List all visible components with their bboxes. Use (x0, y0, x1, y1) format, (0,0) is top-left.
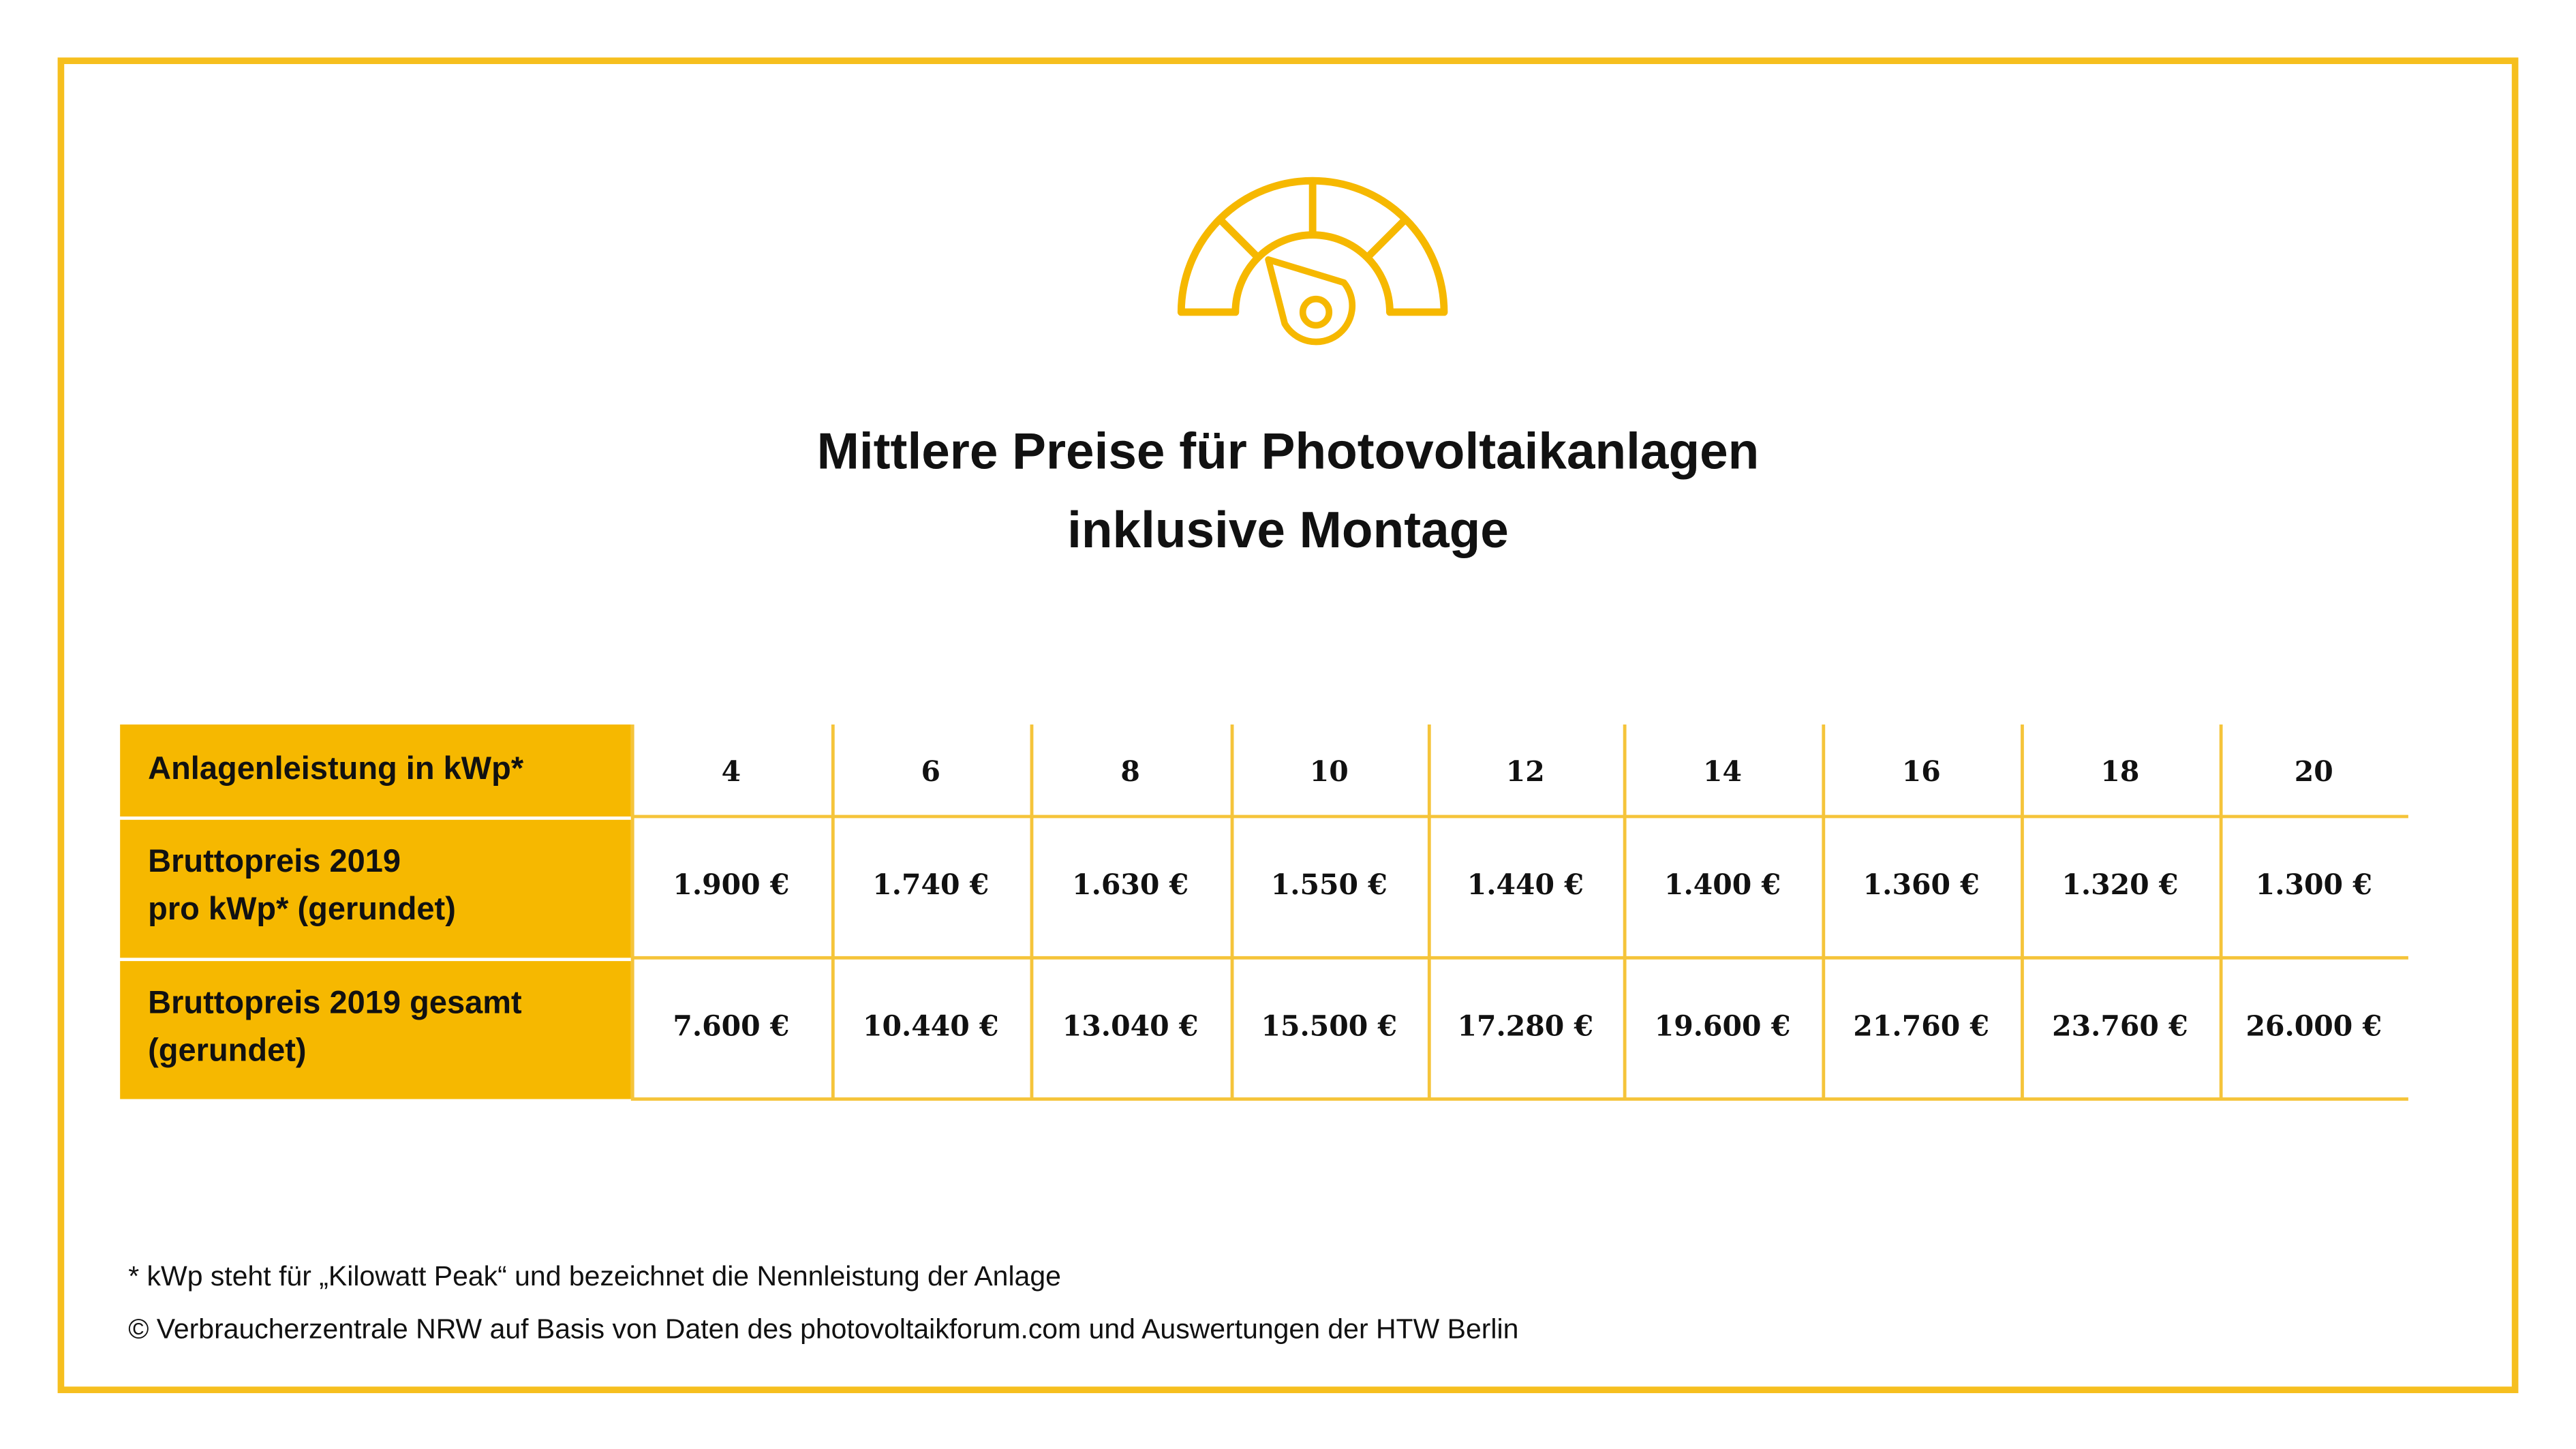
column-header: 18 (2100, 755, 2139, 788)
column-header: 8 (1120, 755, 1140, 788)
price-cell: 26.000 € (2246, 1009, 2382, 1042)
price-cell: 1.400 € (1664, 868, 1781, 901)
column-header: 14 (1703, 755, 1742, 788)
price-cell: 10.440 € (863, 1009, 999, 1042)
row-label: (gerundet) (148, 1031, 306, 1067)
column-header: 10 (1310, 755, 1349, 788)
column-header: 4 (722, 755, 741, 788)
row-label: Bruttopreis 2019 gesamt (148, 983, 522, 1020)
price-cell: 19.600 € (1655, 1009, 1791, 1042)
column-header: 16 (1902, 755, 1941, 788)
price-cell: 21.760 € (1853, 1009, 1989, 1042)
row-label: Anlagenleistung in kWp* (148, 750, 524, 786)
price-cell: 17.280 € (1458, 1009, 1594, 1042)
content: Mittlere Preise für Photovoltaikanlagen i… (120, 422, 2408, 1344)
price-cell: 7.600 € (673, 1009, 789, 1042)
title: Mittlere Preise für Photovoltaikanlagen (817, 422, 1760, 479)
column-header: 6 (921, 755, 940, 788)
footnote: * kWp steht für „Kilowatt Peak“ und beze… (128, 1260, 1061, 1292)
price-cell: 1.900 € (673, 868, 789, 901)
row-label-cell (120, 724, 631, 817)
row-label-cell (120, 961, 631, 1099)
price-cell: 15.500 € (1261, 1009, 1397, 1042)
row-label: Bruttopreis 2019 (148, 842, 401, 879)
price-cell: 13.040 € (1062, 1009, 1199, 1042)
price-cell: 1.320 € (2061, 868, 2178, 901)
footnote: © Verbraucherzentrale NRW auf Basis von … (128, 1313, 1518, 1344)
price-cell: 1.300 € (2256, 868, 2372, 901)
price-cell: 1.550 € (1271, 868, 1387, 901)
column-header: 20 (2295, 755, 2333, 788)
price-cell: 1.360 € (1863, 868, 1980, 901)
column-header: 12 (1506, 755, 1545, 788)
price-cell: 1.630 € (1072, 868, 1189, 901)
title: inklusive Montage (1067, 501, 1509, 558)
price-cell: 1.440 € (1467, 868, 1584, 901)
gauge-icon (1177, 177, 1448, 346)
row-label: pro kWp* (gerundet) (148, 890, 456, 926)
price-cell: 1.740 € (872, 868, 989, 901)
frame (57, 57, 2519, 1394)
price-cell: 23.760 € (2052, 1009, 2188, 1042)
row-label-cell (120, 819, 631, 958)
